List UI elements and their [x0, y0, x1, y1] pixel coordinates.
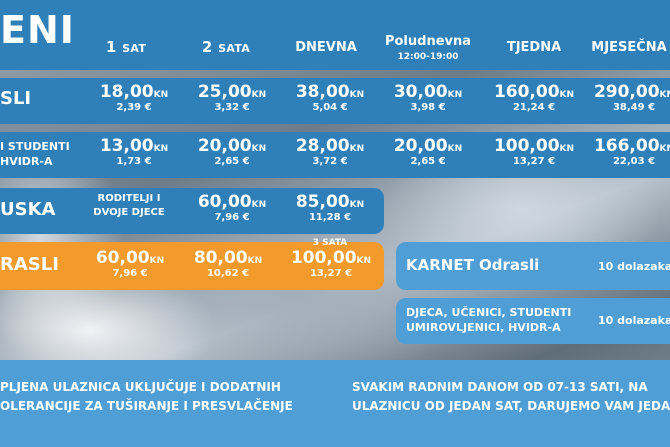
- row-grupa-price-1: 60,00KN 7,96 €: [95, 248, 165, 279]
- karnet-odrasli-box: [396, 242, 670, 290]
- col-header-mjesecna: MJESEČNA: [591, 40, 667, 55]
- row-grupa-third-note: 3 SATA: [312, 238, 348, 248]
- row-odrasli-price-6: 290,00KN 38,49 €: [593, 82, 670, 113]
- row-obiteljska-price-2: 85,00KN 11,28 €: [295, 192, 365, 223]
- note-right: SVAKIM RADNIM DANOM OD 07-13 SATI, NA UL…: [352, 380, 670, 413]
- col-header-2-sata: 2 SATA: [201, 38, 251, 56]
- row-studenti-price-5: 100,00KN 13,27 €: [493, 136, 575, 167]
- col-header-1-sat: 1 SAT: [105, 38, 147, 56]
- row-odrasli-price-1: 18,00KN 2,39 €: [99, 82, 169, 113]
- row-grupa-price-3: 100,00KN 13,27 €: [290, 248, 372, 279]
- row-obiteljska-price-1: 60,00KN 7,96 €: [197, 192, 267, 223]
- row-odrasli-bar: [0, 78, 670, 124]
- karnet-djeca-label: DJECA, UČENICI, STUDENTI UMIROVLJENICI, …: [406, 306, 572, 334]
- row-grupa-label: RASLI: [0, 254, 59, 275]
- row-grupa-price-2: 80,00KN 10,62 €: [193, 248, 263, 279]
- col-header-poludnevna: Poludnevna: [384, 34, 472, 49]
- row-studenti-price-2: 20,00KN 2,65 €: [197, 136, 267, 167]
- row-odrasli-price-2: 25,00KN 3,32 €: [197, 82, 267, 113]
- note-left: PLJENA ULAZNICA UKLJUČUJE I DODATNIH OLE…: [0, 380, 293, 413]
- header-bar: [0, 0, 670, 70]
- row-studenti-price-3: 28,00KN 3,72 €: [295, 136, 365, 167]
- col-header-dnevna: DNEVNA: [295, 40, 357, 55]
- row-grupa-bar: [0, 242, 384, 290]
- row-studenti-price-1: 13,00KN 1,73 €: [99, 136, 169, 167]
- row-odrasli-price-4: 30,00KN 3,98 €: [393, 82, 463, 113]
- page-title: ENI: [0, 8, 75, 52]
- col-header-tjedna: TJEDNA: [506, 40, 562, 55]
- row-odrasli-price-3: 38,00KN 5,04 €: [295, 82, 365, 113]
- karnet-odrasli-label: KARNET Odrasli: [406, 256, 540, 274]
- karnet-djeca-box: [396, 298, 670, 344]
- karnet-djeca-count: 10 dolazaka: [598, 314, 670, 327]
- notes-bar: [0, 360, 670, 447]
- col-header-poludnevna-hours: 12:00-19:00: [397, 52, 459, 62]
- row-studenti-price-6: 166,00KN 22,03 €: [593, 136, 670, 167]
- row-odrasli-price-5: 160,00KN 21,24 €: [493, 82, 575, 113]
- row-odrasli-label: SLI: [0, 88, 32, 109]
- karnet-odrasli-count: 10 dolazaka: [598, 260, 670, 273]
- row-studenti-price-4: 20,00KN 2,65 €: [393, 136, 463, 167]
- row-obiteljska-bar: [0, 188, 384, 234]
- row-obiteljska-group: RODITELJI I DVOJE DJECE: [93, 193, 165, 218]
- row-studenti-bar: [0, 132, 670, 178]
- row-obiteljska-label: USKA: [0, 199, 56, 220]
- row-studenti-label: I STUDENTI HVIDR-A: [0, 140, 70, 168]
